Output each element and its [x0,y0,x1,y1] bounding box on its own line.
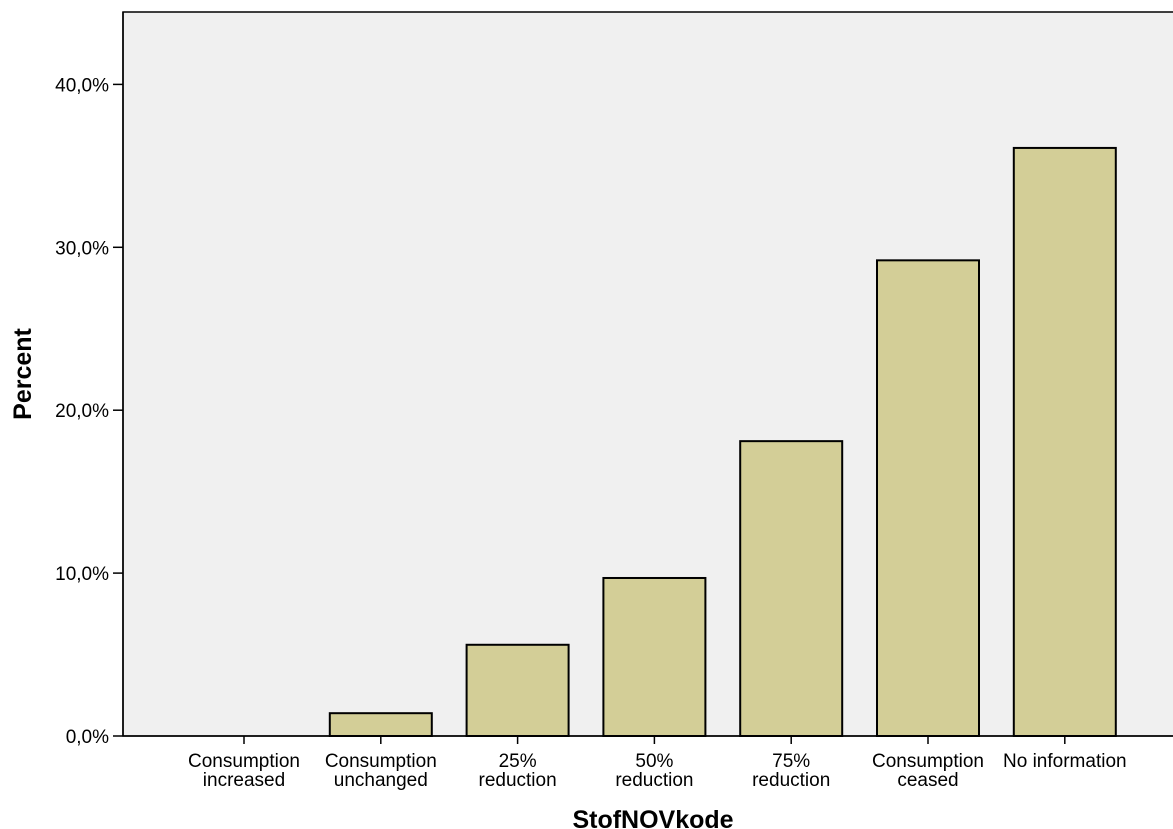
x-axis-category-labels: Consumption increased Consumption unchanged… [188,751,1127,791]
x-category-label: Consumption unchanged [325,751,437,791]
bar [465,643,570,737]
bar [876,259,980,737]
x-axis-ticks [243,736,1066,744]
y-tick-label: 20,0% [55,401,109,422]
bar [1012,146,1117,737]
y-tick-label: 30,0% [55,238,109,259]
y-axis-ticks: 0,0% 10,0% 20,0% 30,0% 40,0% [55,75,123,748]
x-category-label: 50% reduction [615,751,693,791]
x-axis-title: StofNOVkode [572,806,733,829]
y-axis-title: Percent [9,327,37,419]
x-category-label: Consumption increased [188,751,300,791]
y-tick-label: 40,0% [55,75,109,96]
bar [328,712,433,737]
x-category-label: No information [1003,751,1127,772]
x-category-label: 75% reduction [752,751,830,791]
x-category-label: Consumption ceased [872,751,984,791]
x-category-label: 25% reduction [479,751,557,791]
bars [328,146,1117,737]
bar [739,440,844,737]
y-tick-label: 10,0% [55,564,109,585]
y-tick-label: 0,0% [66,727,109,748]
bar [602,576,707,737]
